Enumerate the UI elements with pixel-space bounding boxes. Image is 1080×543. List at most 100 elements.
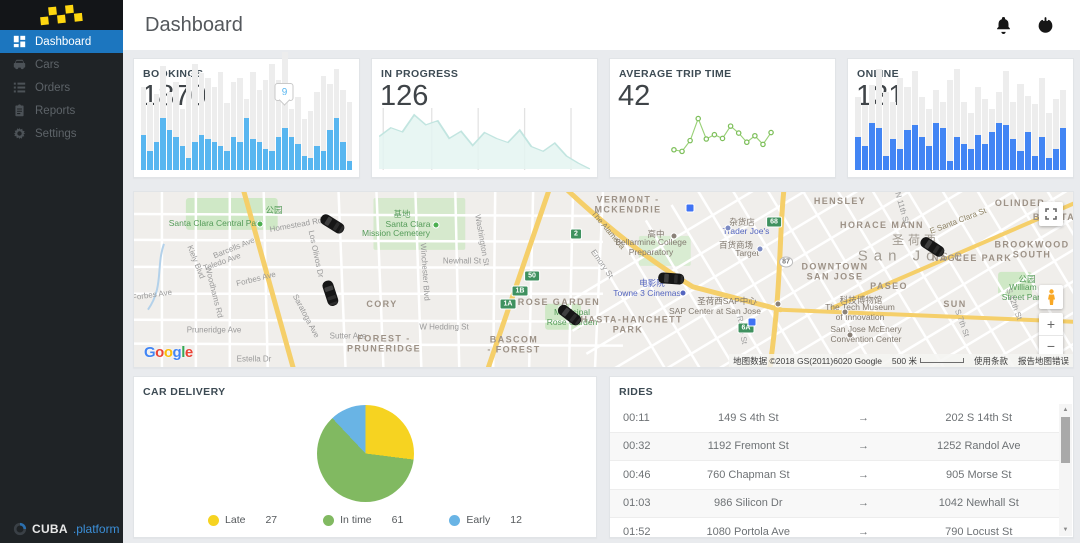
bar	[925, 52, 932, 170]
ride-to-address: 1042 Newhall St	[938, 497, 1019, 510]
avg-trip-time-value: 42	[618, 80, 651, 112]
bar-value	[346, 160, 352, 170]
ride-from-address: 149 S 4th St	[717, 411, 779, 424]
bar-value	[1010, 139, 1017, 170]
bar	[218, 52, 224, 170]
bar-background	[282, 52, 288, 170]
map-label: Estella Dr	[236, 354, 272, 364]
bar	[982, 52, 989, 170]
car-delivery-title: CAR DELIVERY	[143, 386, 226, 398]
bar-value	[1052, 148, 1059, 170]
bar-value	[218, 146, 224, 170]
bar-background	[237, 77, 243, 170]
bar-value	[185, 158, 192, 170]
bar-value	[946, 160, 953, 170]
bar-value	[1017, 151, 1024, 170]
bar	[282, 52, 288, 170]
google-map[interactable]: 公园 Santa Clara Central Park Homestead Rd 基地…	[134, 192, 1073, 367]
bar-background	[1017, 83, 1024, 170]
zoom-in-button[interactable]: +	[1039, 313, 1063, 336]
bar-value	[307, 158, 314, 170]
sidebar-item-reports[interactable]: Reports	[0, 99, 123, 122]
google-logo-letter: o	[163, 344, 173, 361]
bar-background	[160, 66, 166, 170]
rides-scrollbar[interactable]: ▲ ▼	[1059, 404, 1072, 536]
map-label: HORACE MANN	[840, 219, 924, 230]
bar	[1010, 52, 1017, 170]
car-delivery-pie-chart	[316, 405, 414, 502]
sidebar-item-orders[interactable]: Orders	[0, 76, 123, 99]
google-logo: Google	[144, 344, 193, 361]
map-label: Forbes Ave	[133, 287, 173, 303]
bar-value	[263, 148, 269, 170]
bar-background	[946, 80, 953, 170]
bar	[953, 52, 960, 170]
legend-item: Late 27	[208, 514, 277, 526]
map-label: 高中	[647, 229, 665, 240]
map-label: Washington St	[473, 213, 492, 267]
poi-marker	[679, 289, 687, 297]
scroll-thumb[interactable]	[1061, 417, 1070, 463]
bar	[876, 52, 883, 170]
map-base	[134, 192, 1073, 367]
map-label: VERMONT - MCKENDRIE	[594, 194, 662, 215]
arrow-icon: →	[858, 525, 869, 536]
scroll-up-arrow[interactable]: ▲	[1062, 407, 1069, 413]
bar	[1031, 52, 1038, 170]
sidebar-item-cars[interactable]: Cars	[0, 53, 123, 76]
bar	[301, 52, 307, 170]
bar	[904, 52, 911, 170]
power-icon[interactable]	[1037, 16, 1054, 34]
bar-background	[153, 94, 160, 170]
bar-background	[301, 119, 307, 170]
settings-icon	[13, 127, 26, 140]
bar	[960, 52, 967, 170]
bar-value	[314, 146, 320, 170]
bar	[320, 52, 327, 170]
legend-label: In time	[340, 514, 372, 526]
bar-background	[269, 63, 275, 170]
sidebar-item-settings[interactable]: Settings	[0, 122, 123, 145]
bar	[307, 52, 314, 170]
main-area: Dashboard BOOKINGS 1870 9 IN PROGRESS 12…	[123, 0, 1080, 543]
ride-time: 01:03	[623, 497, 651, 510]
report-error-link[interactable]: 报告地图错误	[1017, 355, 1069, 366]
bar-value	[192, 141, 198, 170]
route-shield: 50	[524, 270, 540, 282]
ride-time: 01:52	[623, 525, 651, 536]
ride-row: 00:46 760 Chapman St → 905 Morse St	[610, 461, 1059, 490]
bar	[1052, 52, 1059, 170]
bar-background	[1038, 77, 1045, 170]
bar	[211, 52, 218, 170]
bar-value	[939, 127, 946, 170]
bar-value	[1031, 155, 1038, 170]
zoom-out-button[interactable]: −	[1046, 338, 1056, 355]
bar-value	[890, 139, 897, 170]
bar	[939, 52, 946, 170]
bar	[333, 52, 340, 170]
legend-label: Late	[225, 514, 246, 526]
ride-to-address: 1252 Randol Ave	[936, 440, 1021, 453]
bell-icon[interactable]	[995, 16, 1012, 34]
bar	[946, 52, 953, 170]
bar-value	[295, 144, 301, 170]
bar	[996, 52, 1003, 170]
pegman-icon	[1047, 289, 1055, 305]
rides-title: RIDES	[619, 386, 654, 398]
map-label: OLINDER	[994, 197, 1046, 208]
bar	[975, 52, 982, 170]
scroll-down-arrow[interactable]: ▼	[1062, 527, 1069, 533]
sidebar-item-dashboard[interactable]: Dashboard	[0, 30, 123, 53]
map-pegman-button[interactable]	[1039, 285, 1063, 309]
bar-background	[1052, 99, 1059, 170]
bar	[147, 52, 153, 170]
bar-background	[1003, 70, 1010, 170]
avg-trip-time-title: AVERAGE TRIP TIME	[619, 68, 732, 80]
map-label: Bellarmine College Preparatory	[615, 237, 687, 257]
map-fullscreen-button[interactable]	[1039, 202, 1063, 226]
bar	[141, 52, 147, 170]
terms-link[interactable]: 使用条款	[973, 355, 1008, 366]
bar-value	[1003, 125, 1010, 170]
bar	[160, 52, 166, 170]
bar-value	[982, 144, 989, 170]
